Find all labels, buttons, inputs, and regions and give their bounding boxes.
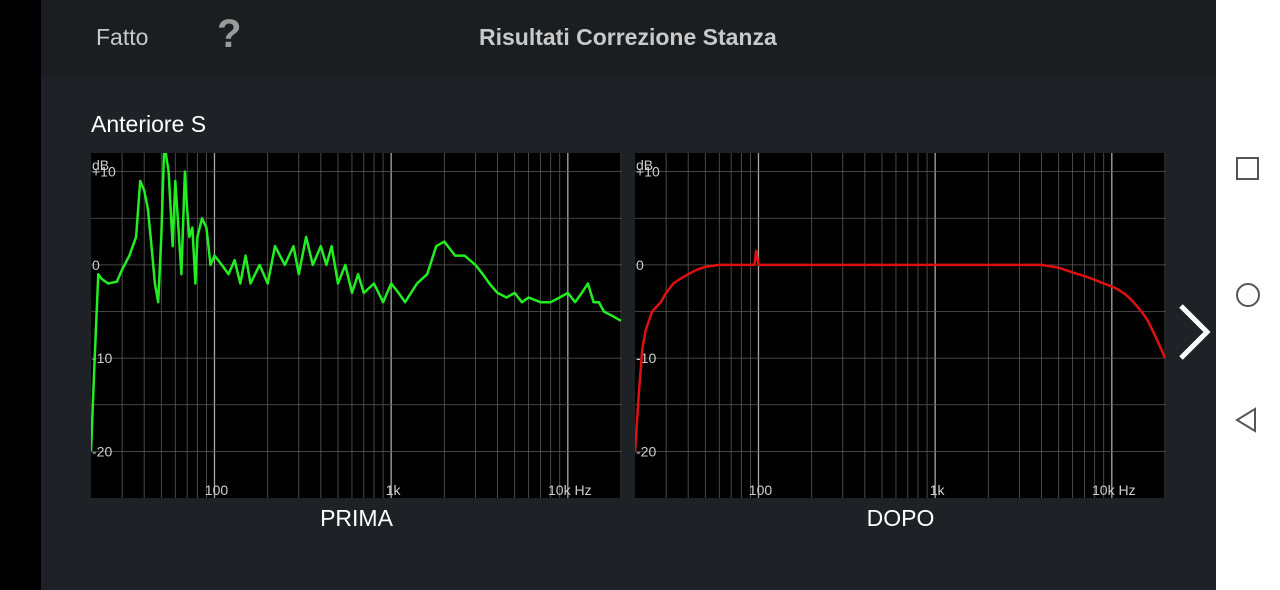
series-line-prima [91,153,622,452]
done-button[interactable]: Fatto [96,24,149,50]
y-tick-label: -10 [636,350,656,366]
chart-before: dB +10 0 -10 -20 100 1k 10k Hz [91,153,622,498]
x-tick-label: 1k [386,482,402,498]
y-tick-label: -20 [636,443,656,459]
x-tick-label: 100 [749,482,773,498]
series-line-dopo [635,249,1166,452]
app-screen: Fatto ? Risultati Correzione Stanza Ante… [41,0,1216,590]
page-title: Risultati Correzione Stanza [479,24,777,50]
x-tick-label: 10k Hz [548,482,592,498]
chart-after-svg: dB+10 0 -10 -20 100 1k 10k Hz [635,153,1166,498]
y-tick-label: -10 [92,350,112,366]
next-button[interactable] [1171,300,1217,364]
y-tick-label: 0 [92,257,100,273]
chart-after: dB +10 0 -10 -20 100 1k 10k Hz [635,153,1166,498]
top-bar: Fatto ? Risultati Correzione Stanza [41,0,1216,76]
y-tick-label: +10 [92,164,116,180]
chart-after-caption: DOPO [866,505,935,531]
recent-apps-button[interactable] [1232,153,1264,185]
chart-before-svg: dB+10 0 -10 -20 100 1k 10k Hz [91,153,622,498]
y-tick-label: -20 [92,443,112,459]
square-icon [1236,157,1259,180]
y-tick-label: 0 [636,257,644,273]
screen-edge [0,0,41,590]
chart-before-caption: PRIMA [320,505,393,531]
speaker-name: Anteriore S [91,111,207,137]
triangle-back-icon [1235,407,1256,433]
x-tick-label: 100 [205,482,229,498]
y-unit-label: dB [636,157,653,173]
back-button[interactable] [1232,404,1264,436]
x-tick-label: 1k [930,482,946,498]
x-tick-label: 10k Hz [1092,482,1136,498]
system-nav-bar [1216,0,1280,590]
help-icon[interactable]: ? [217,12,242,56]
y-unit-label: dB [92,157,109,173]
y-tick-label: +10 [636,164,660,180]
chevron-right-icon [1179,304,1211,360]
home-button[interactable] [1232,279,1264,311]
circle-icon [1236,283,1260,307]
